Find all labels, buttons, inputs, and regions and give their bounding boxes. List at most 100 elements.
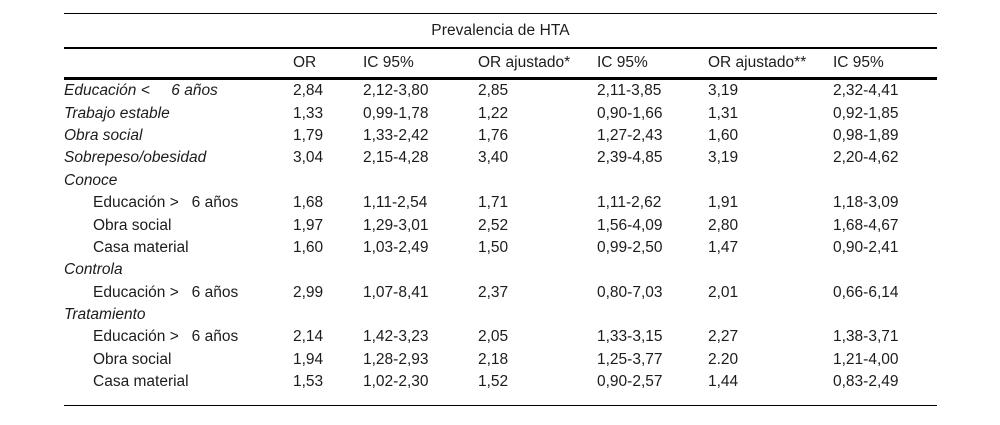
row-value: 3,40 [478,149,509,167]
row-value [708,259,833,281]
row-value [478,304,597,326]
table-row: Sobrepeso/obesidad 3,04 2,15-4,28 3,40 2,39-… [64,147,937,169]
row-value [293,259,363,281]
section-header-row: Conoce [64,170,937,192]
header-or: OR [293,49,363,80]
row-value: 1,91 [708,194,739,212]
row-value: 1,33 [293,104,324,122]
row-label: Casa material [93,238,189,256]
row-value: 1,52 [478,373,509,391]
row-value [833,304,937,326]
row-label: Obra social [64,126,143,144]
row-label: Obra social [93,350,172,368]
row-label: Educación > 6 años [93,283,239,301]
table-row: Obra social 1,94 1,28-2,93 2,18 1,25-3,77 2.2… [64,349,937,371]
row-value: 1,71 [478,194,509,212]
row-value: 1,79 [293,126,324,144]
row-value [833,170,937,192]
section-header-row: Tratamiento [64,304,937,326]
row-value [833,259,937,281]
row-value: 1,56-4,09 [597,216,663,234]
header-or-adjusted-1: OR ajustado* [478,49,597,80]
row-value: 1,27-2,43 [597,126,663,144]
row-label: Obra social [93,216,172,234]
row-value: 2.20 [708,350,739,368]
row-value: 1,22 [478,104,509,122]
header-empty-cell [64,49,293,80]
row-value: 2,39-4,85 [597,149,663,167]
stats-table: OR IC 95% OR ajustado* IC 95% OR ajustad… [64,49,937,393]
row-value: 2,15-4,28 [363,149,429,167]
row-value [293,170,363,192]
row-value: 1,97 [293,216,324,234]
row-value [597,259,708,281]
row-value: 2,84 [293,82,324,100]
row-value [708,170,833,192]
row-value: 2,20-4,62 [833,149,899,167]
table-row: Obra social 1,79 1,33-2,42 1,76 1,27-2,43 1,6… [64,125,937,147]
row-value: 1,18-3,09 [833,194,899,212]
row-value: 1,47 [708,238,739,256]
row-value: 2,80 [708,216,739,234]
row-value: 1,53 [293,373,324,391]
row-value: 2,27 [708,328,739,346]
row-value: 2,11-3,85 [597,82,662,100]
table-row: Casa material 1,53 1,02-2,30 1,52 0,90-2,57 1… [64,371,937,393]
row-value [363,170,478,192]
row-value: 1,60 [293,238,324,256]
row-value: 1,38-3,71 [833,328,899,346]
row-value: 1,11-2,54 [363,194,428,212]
row-value [478,259,597,281]
row-label: Casa material [93,373,189,391]
table-row: Educación < 6 años 2,84 2,12-3,80 2,85 2,11-… [64,79,937,103]
row-value [597,304,708,326]
row-value: 1,11-2,62 [597,194,662,212]
row-value: 1,31 [708,104,739,122]
table-row: Educación > 6 años 2,14 1,42-3,23 2,05 1,33-… [64,326,937,348]
table-row: Trabajo estable 1,33 0,99-1,78 1,22 0,90-1,6… [64,102,937,124]
header-ic95-adjusted-1: IC 95% [597,49,708,80]
row-value: 0,83-2,49 [833,373,899,391]
row-value: 1,21-4,00 [833,350,899,368]
row-value: 1,68 [293,194,324,212]
row-label: Educación > 6 años [93,328,239,346]
row-value: 2,52 [478,216,509,234]
table-row: Educación > 6 años 1,68 1,11-2,54 1,71 1,11-… [64,192,937,214]
row-value: 2,05 [478,328,509,346]
row-label: Tratamiento [64,306,146,324]
row-value: 1,76 [478,126,509,144]
row-label: Conoce [64,171,118,189]
row-value: 1,02-2,30 [363,373,429,391]
table-body: Educación < 6 años 2,84 2,12-3,80 2,85 2,11-… [64,79,937,394]
row-value: 2,14 [293,328,324,346]
row-label: Trabajo estable [64,104,170,122]
row-value: 1,60 [708,126,739,144]
row-value [293,304,363,326]
row-value: 2,12-3,80 [363,82,429,100]
row-value: 0,66-6,14 [833,283,899,301]
header-ic95-adjusted-2: IC 95% [833,49,937,80]
row-value [363,259,478,281]
row-value [363,304,478,326]
row-label: Sobrepeso/obesidad [64,149,207,167]
header-row: OR IC 95% OR ajustado* IC 95% OR ajustad… [64,49,937,80]
row-value: 1,50 [478,238,509,256]
row-value: 0,90-1,66 [597,104,663,122]
row-value: 2,01 [708,283,739,301]
row-value: 1,07-8,41 [363,283,429,301]
row-value: 1,33-2,42 [363,126,429,144]
row-value: 1,25-3,77 [597,350,663,368]
header-or-adjusted-2: OR ajustado** [708,49,833,80]
row-value: 1,44 [708,373,739,391]
row-value: 3,19 [708,82,739,100]
table-row: Casa material 1,60 1,03-2,49 1,50 0,99-2,50 1… [64,237,937,259]
row-value: 3,04 [293,149,324,167]
row-value [597,170,708,192]
row-value: 2,37 [478,283,509,301]
row-value [478,170,597,192]
row-value: 0,90-2,41 [833,238,899,256]
row-value: 0,80-7,03 [597,283,663,301]
row-value: 0,90-2,57 [597,373,663,391]
row-value: 0,99-1,78 [363,104,429,122]
row-label: Controla [64,261,123,279]
